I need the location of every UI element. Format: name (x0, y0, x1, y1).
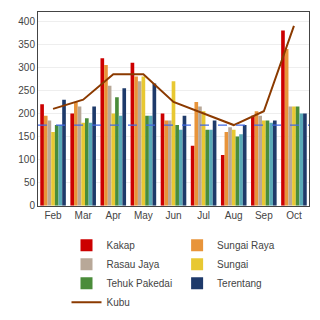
svg-text:350: 350 (18, 39, 35, 50)
svg-text:Aug: Aug (225, 210, 243, 221)
svg-text:Rasau Jaya: Rasau Jaya (107, 259, 160, 270)
svg-text:200: 200 (18, 108, 35, 119)
svg-text:400: 400 (18, 16, 35, 27)
svg-text:Jul: Jul (197, 210, 210, 221)
svg-text:Jun: Jun (165, 210, 181, 221)
svg-text:Mar: Mar (75, 210, 93, 221)
svg-text:300: 300 (18, 62, 35, 73)
svg-text:100: 100 (18, 154, 35, 165)
svg-text:150: 150 (18, 131, 35, 142)
svg-text:Kubu: Kubu (107, 297, 130, 308)
svg-text:May: May (134, 210, 153, 221)
svg-text:Sep: Sep (255, 210, 273, 221)
svg-text:Sungai: Sungai (217, 259, 248, 270)
svg-text:250: 250 (18, 85, 35, 96)
svg-text:Terentang: Terentang (217, 278, 261, 289)
svg-text:50: 50 (24, 177, 36, 188)
svg-text:Oct: Oct (286, 210, 302, 221)
svg-text:Kakap: Kakap (107, 240, 136, 251)
svg-text:Feb: Feb (44, 210, 62, 221)
svg-text:Sungai Raya: Sungai Raya (217, 240, 275, 251)
svg-text:Tehuk Pakedai: Tehuk Pakedai (107, 278, 173, 289)
svg-text:Apr: Apr (105, 210, 121, 221)
svg-text:0: 0 (29, 200, 35, 211)
